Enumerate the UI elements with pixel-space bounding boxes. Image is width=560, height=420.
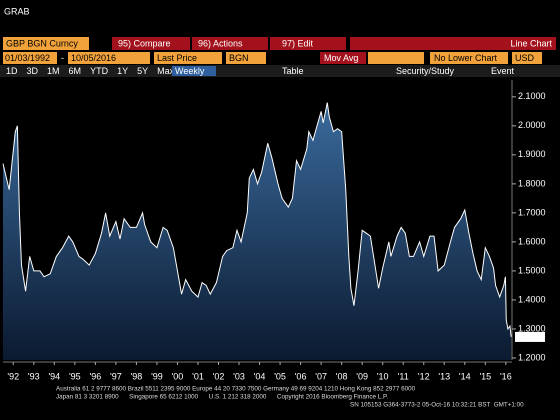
period-button[interactable]: 1Y	[117, 66, 128, 76]
edit[interactable]: 97) Edit	[282, 38, 314, 48]
source[interactable]: BGN	[229, 53, 249, 63]
chart-kind-bar[interactable]	[350, 37, 556, 50]
study-input[interactable]	[368, 52, 424, 64]
last-value: 1.2725	[518, 331, 546, 341]
period-button[interactable]: 5Y	[137, 66, 148, 76]
y-tick-label: 1.2000	[518, 352, 546, 362]
price-line	[2, 102, 512, 337]
y-tick-label: 2.0000	[518, 120, 546, 130]
x-tick-label: '93	[28, 371, 40, 381]
x-tick-label: '04	[254, 371, 266, 381]
period-button[interactable]: Max	[157, 66, 175, 76]
x-tick-label: '15	[479, 371, 491, 381]
x-tick-label: '10	[377, 371, 389, 381]
currency-box[interactable]	[512, 52, 542, 64]
lower-box[interactable]	[430, 52, 508, 64]
x-tick-label: '05	[274, 371, 286, 381]
period-button[interactable]: 3D	[27, 66, 39, 76]
x-tick-label: '92	[7, 371, 19, 381]
x-tick-label: '14	[459, 371, 471, 381]
footer-line: Japan 81 3 3201 8900 Singapore 65 6212 1…	[56, 394, 388, 401]
x-tick-label: '01	[192, 371, 204, 381]
frequency[interactable]: Weekly	[175, 66, 205, 76]
x-tick-label: '02	[213, 371, 225, 381]
x-tick-label: '08	[336, 371, 348, 381]
x-tick-label: '16	[500, 371, 512, 381]
event[interactable]: Event	[491, 66, 515, 76]
x-tick-label: '06	[295, 371, 307, 381]
plot: 1.2000 1.3000 1.4000 1.5000 1.6000 1.7000 1.80…	[2, 80, 546, 381]
x-tick-label: '97	[110, 371, 122, 381]
x-tick-label: '98	[131, 371, 143, 381]
currency[interactable]: USD	[515, 53, 535, 63]
window-title: GRAB	[4, 6, 30, 16]
x-tick-label: '94	[48, 371, 60, 381]
x-tick-label: '99	[151, 371, 163, 381]
x-tick-label: '07	[315, 371, 327, 381]
end-date[interactable]: 10/05/2016	[71, 53, 116, 63]
dash: -	[61, 53, 64, 63]
x-tick-label: '11	[398, 371, 409, 381]
actions-button[interactable]	[192, 37, 268, 50]
y-tick-label: 2.1000	[518, 91, 546, 101]
field[interactable]: Last Price	[157, 53, 197, 63]
security[interactable]: GBP BGN Curncy	[6, 38, 78, 48]
x-tick-label: '13	[438, 371, 450, 381]
security-study[interactable]: Security/Study	[396, 66, 455, 76]
x-tick-label: '03	[233, 371, 245, 381]
y-tick-label: 1.7000	[518, 207, 546, 217]
x-tick-label: '00	[172, 371, 184, 381]
x-tick-label: '12	[418, 371, 430, 381]
study-box[interactable]	[320, 52, 366, 64]
compare-button[interactable]	[112, 37, 190, 50]
period-button[interactable]: 1M	[47, 66, 60, 76]
area	[3, 102, 512, 360]
edit-button[interactable]	[270, 37, 346, 50]
start-box[interactable]	[3, 52, 57, 64]
period-bar	[0, 65, 560, 77]
periods: 1D 3D 1M 6M YTD 1Y 5Y Max	[6, 66, 175, 76]
field-box[interactable]	[154, 52, 222, 64]
study[interactable]: Mov Avg	[324, 53, 358, 63]
footer-line: Australia 61 2 9777 8600 Brazil 5511 239…	[56, 386, 416, 393]
end-box[interactable]	[68, 52, 150, 64]
y-tick-label: 1.3000	[518, 323, 546, 333]
footer-line: SN 105153 G364-3773-2 05-Oct-16 10:32:21…	[350, 402, 524, 409]
x-tick-label: '09	[356, 371, 368, 381]
actions[interactable]: 96) Actions	[198, 38, 243, 48]
period-button[interactable]: YTD	[90, 66, 109, 76]
x-tick-label: '96	[89, 371, 101, 381]
last-value-box	[515, 331, 545, 342]
source-box[interactable]	[226, 52, 266, 64]
period-button[interactable]: 1D	[6, 66, 18, 76]
y-tick-label: 1.5000	[518, 265, 546, 275]
y-tick-label: 1.8000	[518, 178, 546, 188]
y-tick-label: 1.4000	[518, 294, 546, 304]
chart-kind[interactable]: Line Chart	[510, 38, 552, 48]
compare[interactable]: 95) Compare	[118, 38, 171, 48]
lower-chart[interactable]: No Lower Chart	[434, 53, 498, 63]
y-tick-label: 1.6000	[518, 236, 546, 246]
security-box[interactable]	[3, 37, 89, 50]
table[interactable]: Table	[282, 66, 304, 76]
period-button[interactable]: 6M	[69, 66, 82, 76]
x-tick-label: '95	[69, 371, 81, 381]
y-tick-label: 1.9000	[518, 149, 546, 159]
frequency-box[interactable]	[172, 66, 216, 76]
start-date[interactable]: 01/03/1992	[5, 53, 50, 63]
